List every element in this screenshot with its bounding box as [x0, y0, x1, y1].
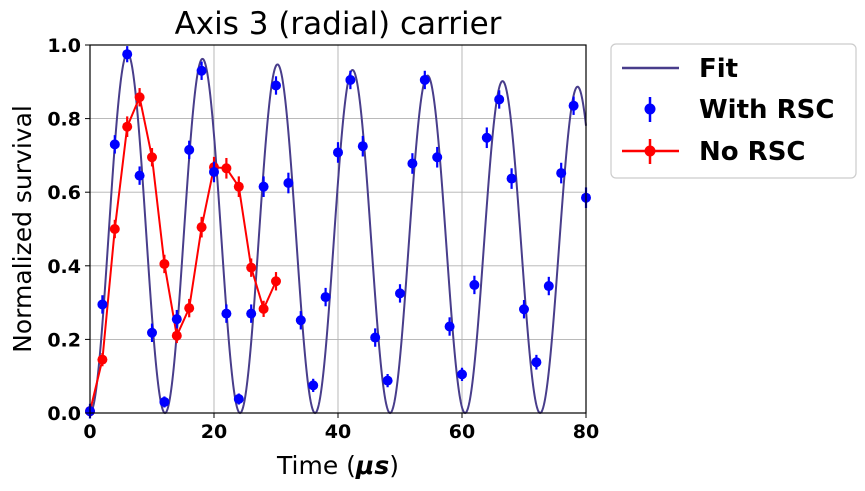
with-rsc-point — [457, 369, 467, 380]
with-rsc-point — [494, 94, 505, 105]
with-rsc-point — [209, 166, 219, 177]
x-axis-label-suffix: ) — [389, 451, 399, 480]
with-rsc-point — [370, 332, 381, 343]
with-rsc-point — [184, 144, 195, 155]
legend-box — [610, 43, 857, 179]
legend-with-rsc-label: With RSC — [699, 95, 834, 125]
with-rsc-point — [543, 281, 554, 292]
with-rsc-series — [85, 46, 591, 419]
with-rsc-point — [444, 321, 455, 332]
with-rsc-point — [308, 380, 319, 391]
with-rsc-point — [333, 147, 343, 158]
with-rsc-point — [134, 170, 145, 181]
legend-no-rsc-marker — [644, 145, 656, 157]
with-rsc-point — [345, 74, 356, 85]
with-rsc-point — [568, 100, 579, 111]
with-rsc-point — [271, 80, 281, 91]
with-rsc-point — [556, 168, 567, 179]
with-rsc-point — [147, 327, 157, 338]
x-tick-label: 40 — [325, 421, 351, 443]
legend-fit-label: Fit — [699, 54, 738, 84]
x-tick-label: 0 — [83, 421, 96, 443]
no-rsc-point — [196, 222, 207, 233]
x-tick-label: 60 — [449, 421, 475, 443]
with-rsc-point — [357, 141, 368, 152]
with-rsc-point — [295, 315, 306, 326]
no-rsc-point — [258, 303, 269, 314]
y-tick-label: 1.0 — [47, 35, 81, 57]
with-rsc-point — [233, 394, 244, 405]
y-tick-label: 0.4 — [47, 256, 81, 278]
with-rsc-point — [159, 396, 170, 407]
with-rsc-point — [283, 178, 294, 188]
with-rsc-point — [246, 308, 257, 319]
with-rsc-point — [258, 181, 269, 192]
with-rsc-point — [481, 132, 492, 143]
with-rsc-point — [407, 158, 418, 169]
x-axis-label-unit: μs — [355, 451, 389, 480]
no-rsc-point — [109, 224, 120, 234]
no-rsc-point — [122, 121, 133, 132]
x-axis-label: Time (μs) — [276, 451, 399, 480]
no-rsc-point — [271, 276, 281, 287]
y-axis-label: Normalized survival — [8, 105, 37, 353]
with-rsc-point — [320, 292, 331, 303]
no-rsc-point — [97, 354, 108, 365]
no-rsc-point — [233, 181, 244, 192]
y-tick-label: 0.6 — [47, 182, 81, 204]
y-tick-label: 0.2 — [47, 329, 81, 351]
with-rsc-point — [469, 279, 480, 290]
with-rsc-point — [419, 74, 430, 85]
x-tick-label: 80 — [573, 421, 599, 443]
x-tick-label: 20 — [201, 421, 227, 443]
with-rsc-point — [221, 308, 232, 319]
y-tick-label: 0.0 — [47, 403, 81, 425]
gridlines — [90, 45, 586, 413]
no-rsc-point — [159, 258, 170, 269]
no-rsc-line — [89, 93, 277, 412]
chart-title: Axis 3 (radial) carrier — [175, 6, 502, 42]
legend-with-rsc-marker — [644, 103, 656, 115]
no-rsc-point — [221, 163, 232, 174]
axis-ticks: 0 20 40 60 80 0.0 0.2 0.4 0.6 0.8 1.0 — [47, 35, 599, 443]
x-axis-label-prefix: Time ( — [276, 451, 356, 480]
fit-curve — [89, 52, 587, 415]
legend: Fit With RSC No RSC — [610, 43, 857, 179]
with-rsc-point — [519, 304, 529, 315]
with-rsc-point — [196, 65, 207, 76]
fit-curve-layer — [89, 52, 587, 415]
with-rsc-point — [382, 375, 393, 386]
no-rsc-point — [134, 92, 145, 103]
with-rsc-point — [122, 49, 133, 60]
no-rsc-point — [246, 262, 257, 273]
no-rsc-point — [171, 330, 182, 341]
with-rsc-point — [531, 357, 542, 368]
with-rsc-point — [395, 288, 405, 299]
legend-no-rsc-label: No RSC — [699, 137, 806, 167]
with-rsc-point — [506, 173, 517, 184]
with-rsc-point — [97, 299, 108, 310]
no-rsc-point — [147, 152, 157, 163]
y-tick-label: 0.8 — [47, 109, 81, 131]
with-rsc-point — [109, 139, 120, 150]
no-rsc-point — [184, 303, 195, 314]
with-rsc-point — [432, 152, 443, 163]
with-rsc-point — [171, 314, 182, 325]
